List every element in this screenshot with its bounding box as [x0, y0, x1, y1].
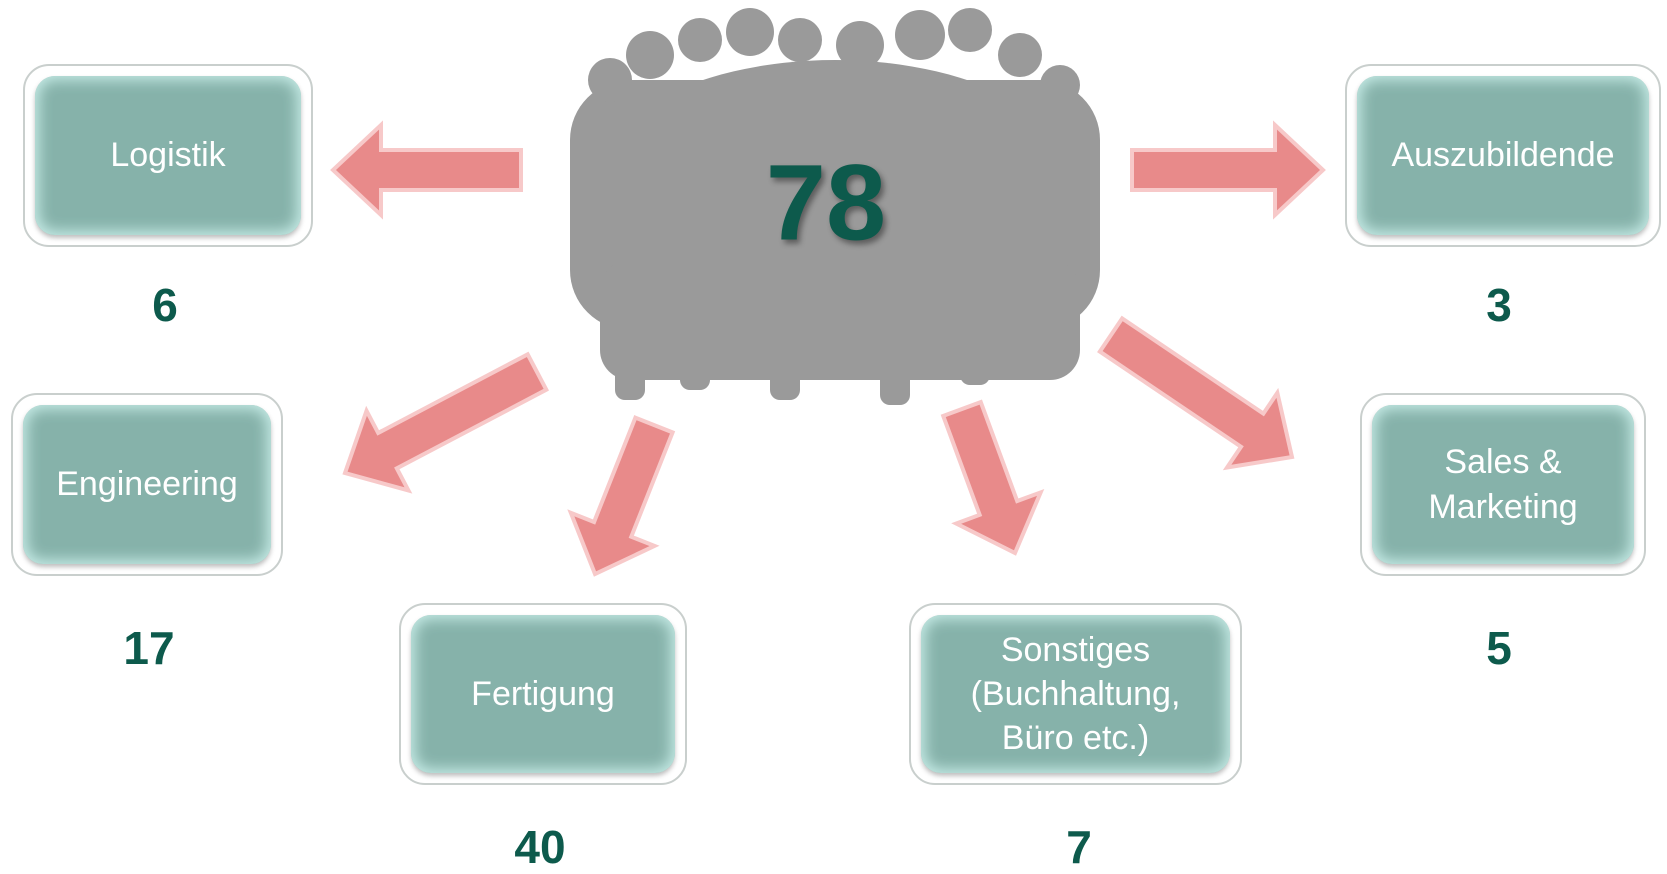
- department-count: 40: [514, 820, 565, 874]
- arrow: [1132, 125, 1323, 215]
- arrow: [920, 393, 1057, 568]
- arrow: [324, 332, 558, 513]
- department-label: Logistik: [35, 76, 301, 235]
- total-count: 78: [766, 140, 886, 265]
- department-label: Fertigung: [411, 615, 675, 773]
- department-box: Engineering: [11, 393, 283, 576]
- department-box: Auszubildende: [1345, 64, 1661, 247]
- department-box: Sales & Marketing: [1360, 393, 1646, 576]
- department-label: Auszubildende: [1357, 76, 1649, 235]
- department-count: 5: [1486, 621, 1512, 675]
- arrow: [553, 408, 696, 590]
- arrow: [1086, 298, 1317, 495]
- diagram: 78 Logistik 6 Auszubildende 3 Engineering 17 S…: [0, 0, 1667, 873]
- department-count: 6: [152, 278, 178, 332]
- department-box: Fertigung: [399, 603, 687, 785]
- page: 78 Logistik 6 Auszubildende 3 Engineering 17 S…: [0, 0, 1667, 873]
- arrow: [333, 125, 521, 215]
- department-box: Sonstiges (Buchhaltung, Büro etc.): [909, 603, 1242, 785]
- department-label: Engineering: [23, 405, 271, 564]
- department-count: 7: [1066, 820, 1092, 874]
- department-label: Sales & Marketing: [1372, 405, 1634, 564]
- department-label: Sonstiges (Buchhaltung, Büro etc.): [921, 615, 1230, 773]
- department-count: 17: [123, 621, 174, 675]
- department-box: Logistik: [23, 64, 313, 247]
- department-count: 3: [1486, 278, 1512, 332]
